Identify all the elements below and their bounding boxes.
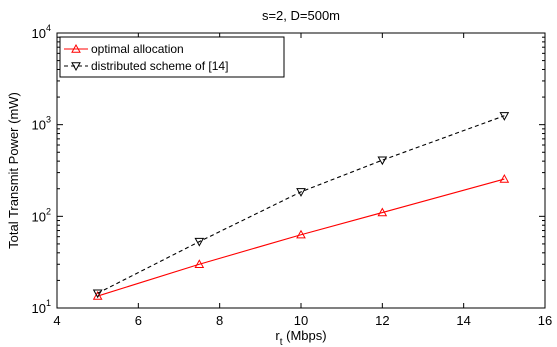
- y-tick-exponent: 4: [46, 23, 51, 33]
- x-axis-label-rest: (Mbps): [283, 328, 327, 343]
- plot-area: [56, 32, 546, 309]
- data-point-distributed-scheme: [499, 112, 510, 121]
- legend-label-optimal-allocation: optimal allocation: [91, 42, 184, 56]
- y-tick-base: 10: [32, 118, 46, 133]
- x-tick-label: 8: [216, 313, 223, 328]
- y-tick-label: 101: [32, 298, 51, 316]
- x-tick-label: 14: [456, 313, 470, 328]
- data-point-optimal-allocation: [499, 174, 510, 183]
- chart-title: s=2, D=500m: [262, 8, 340, 23]
- series-line-optimal-allocation: [97, 178, 505, 297]
- series-layer: [92, 112, 510, 300]
- data-point-optimal-allocation: [194, 259, 205, 268]
- y-tick-base: 10: [32, 209, 46, 224]
- x-axis: 4 6 8 10 12 14 16: [53, 33, 552, 328]
- data-point-optimal-allocation: [296, 229, 306, 239]
- x-axis-label: rt (Mbps): [275, 328, 326, 347]
- x-tick-label: 6: [135, 313, 142, 328]
- data-point-distributed-scheme: [296, 188, 306, 197]
- data-point-optimal-allocation: [377, 207, 388, 217]
- data-point-distributed-scheme: [377, 156, 388, 166]
- legend-label-distributed-scheme: distributed scheme of [14]: [91, 59, 228, 73]
- series-line-distributed-scheme: [97, 115, 505, 294]
- legend-marker-distributed-scheme: [71, 62, 81, 72]
- y-tick-base: 10: [32, 26, 46, 41]
- legend-box: [59, 36, 285, 78]
- y-tick-exponent: 1: [46, 298, 51, 308]
- legend: optimal allocation distributed scheme of …: [59, 36, 285, 78]
- legend-marker-optimal-allocation: [71, 43, 81, 53]
- x-axis-label-main: r: [275, 328, 280, 343]
- y-tick-exponent: 2: [46, 206, 51, 216]
- x-tick-label: 16: [538, 313, 552, 328]
- x-tick-label: 12: [375, 313, 389, 328]
- y-tick-label: 104: [32, 23, 51, 41]
- data-point-optimal-allocation: [92, 291, 103, 300]
- x-tick-label: 10: [294, 313, 308, 328]
- y-tick-label: 102: [32, 206, 51, 224]
- y-tick-exponent: 3: [46, 115, 51, 125]
- x-axis-label-sub: t: [280, 337, 283, 347]
- y-axis-label: Total Transmit Power (mW): [6, 92, 21, 249]
- x-tick-label: 4: [53, 313, 60, 328]
- data-point-distributed-scheme: [92, 289, 103, 299]
- data-point-distributed-scheme: [194, 237, 205, 247]
- y-tick-base: 10: [32, 301, 46, 316]
- y-tick-label: 103: [32, 115, 51, 133]
